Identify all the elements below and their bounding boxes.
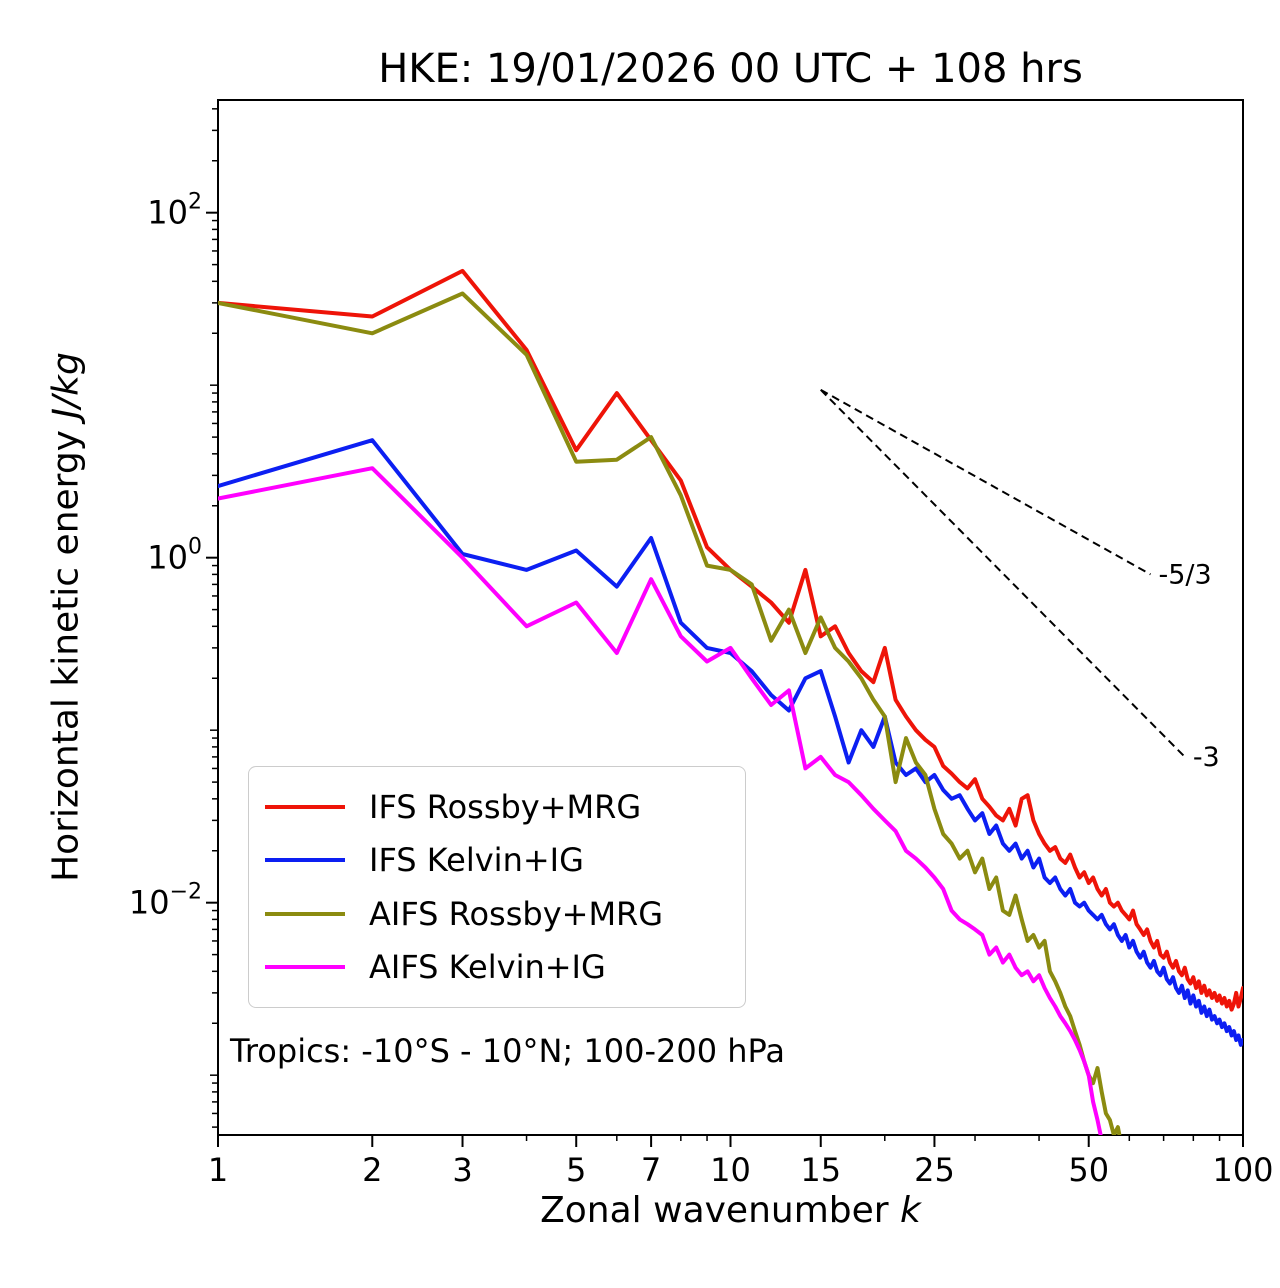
legend-line-swatch xyxy=(265,805,345,810)
legend-item-aifs-rossby-mrg: AIFS Rossby+MRG xyxy=(249,895,745,933)
svg-text:3: 3 xyxy=(452,1151,472,1189)
svg-text:-3: -3 xyxy=(1193,742,1220,773)
svg-text:102: 102 xyxy=(147,190,202,232)
legend-item-aifs-kelvin-ig: AIFS Kelvin+IG xyxy=(249,948,745,986)
svg-text:-5/3: -5/3 xyxy=(1159,559,1212,590)
legend-label: IFS Rossby+MRG xyxy=(369,788,642,827)
y-axis-label-text: Horizontal kinetic energy xyxy=(45,418,87,882)
legend-line-swatch xyxy=(265,911,345,916)
svg-text:50: 50 xyxy=(1068,1151,1109,1189)
svg-text:15: 15 xyxy=(800,1151,841,1189)
legend-line-swatch xyxy=(265,858,345,863)
legend: IFS Rossby+MRG IFS Kelvin+IG AIFS Rossby… xyxy=(248,766,746,1008)
svg-text:10−2: 10−2 xyxy=(129,880,202,922)
svg-text:25: 25 xyxy=(914,1151,955,1189)
svg-text:100: 100 xyxy=(147,535,202,577)
x-axis-label: Zonal wavenumber k xyxy=(218,1190,1243,1231)
legend-label: AIFS Rossby+MRG xyxy=(369,894,664,933)
legend-line-swatch xyxy=(265,964,345,969)
chart-title: HKE: 19/01/2026 00 UTC + 108 hrs xyxy=(378,46,1083,92)
x-axis-label-units: k xyxy=(900,1190,921,1231)
region-annotation: Tropics: -10°S - 10°N; 100-200 hPa xyxy=(230,1032,785,1070)
legend-label: AIFS Kelvin+IG xyxy=(369,947,606,986)
legend-item-ifs-kelvin-ig: IFS Kelvin+IG xyxy=(249,841,745,879)
legend-item-ifs-rossby-mrg: IFS Rossby+MRG xyxy=(249,788,745,826)
x-axis-label-text: Zonal wavenumber xyxy=(540,1190,901,1231)
svg-text:5: 5 xyxy=(566,1151,586,1189)
legend-label: IFS Kelvin+IG xyxy=(369,841,584,880)
svg-text:7: 7 xyxy=(641,1151,661,1189)
svg-text:10: 10 xyxy=(710,1151,751,1189)
svg-text:100: 100 xyxy=(1212,1151,1273,1189)
y-axis-label: Horizontal kinetic energy J/kg xyxy=(46,352,87,882)
y-axis-label-units: J/kg xyxy=(45,352,87,419)
svg-text:2: 2 xyxy=(362,1151,382,1189)
svg-text:1: 1 xyxy=(208,1151,228,1189)
